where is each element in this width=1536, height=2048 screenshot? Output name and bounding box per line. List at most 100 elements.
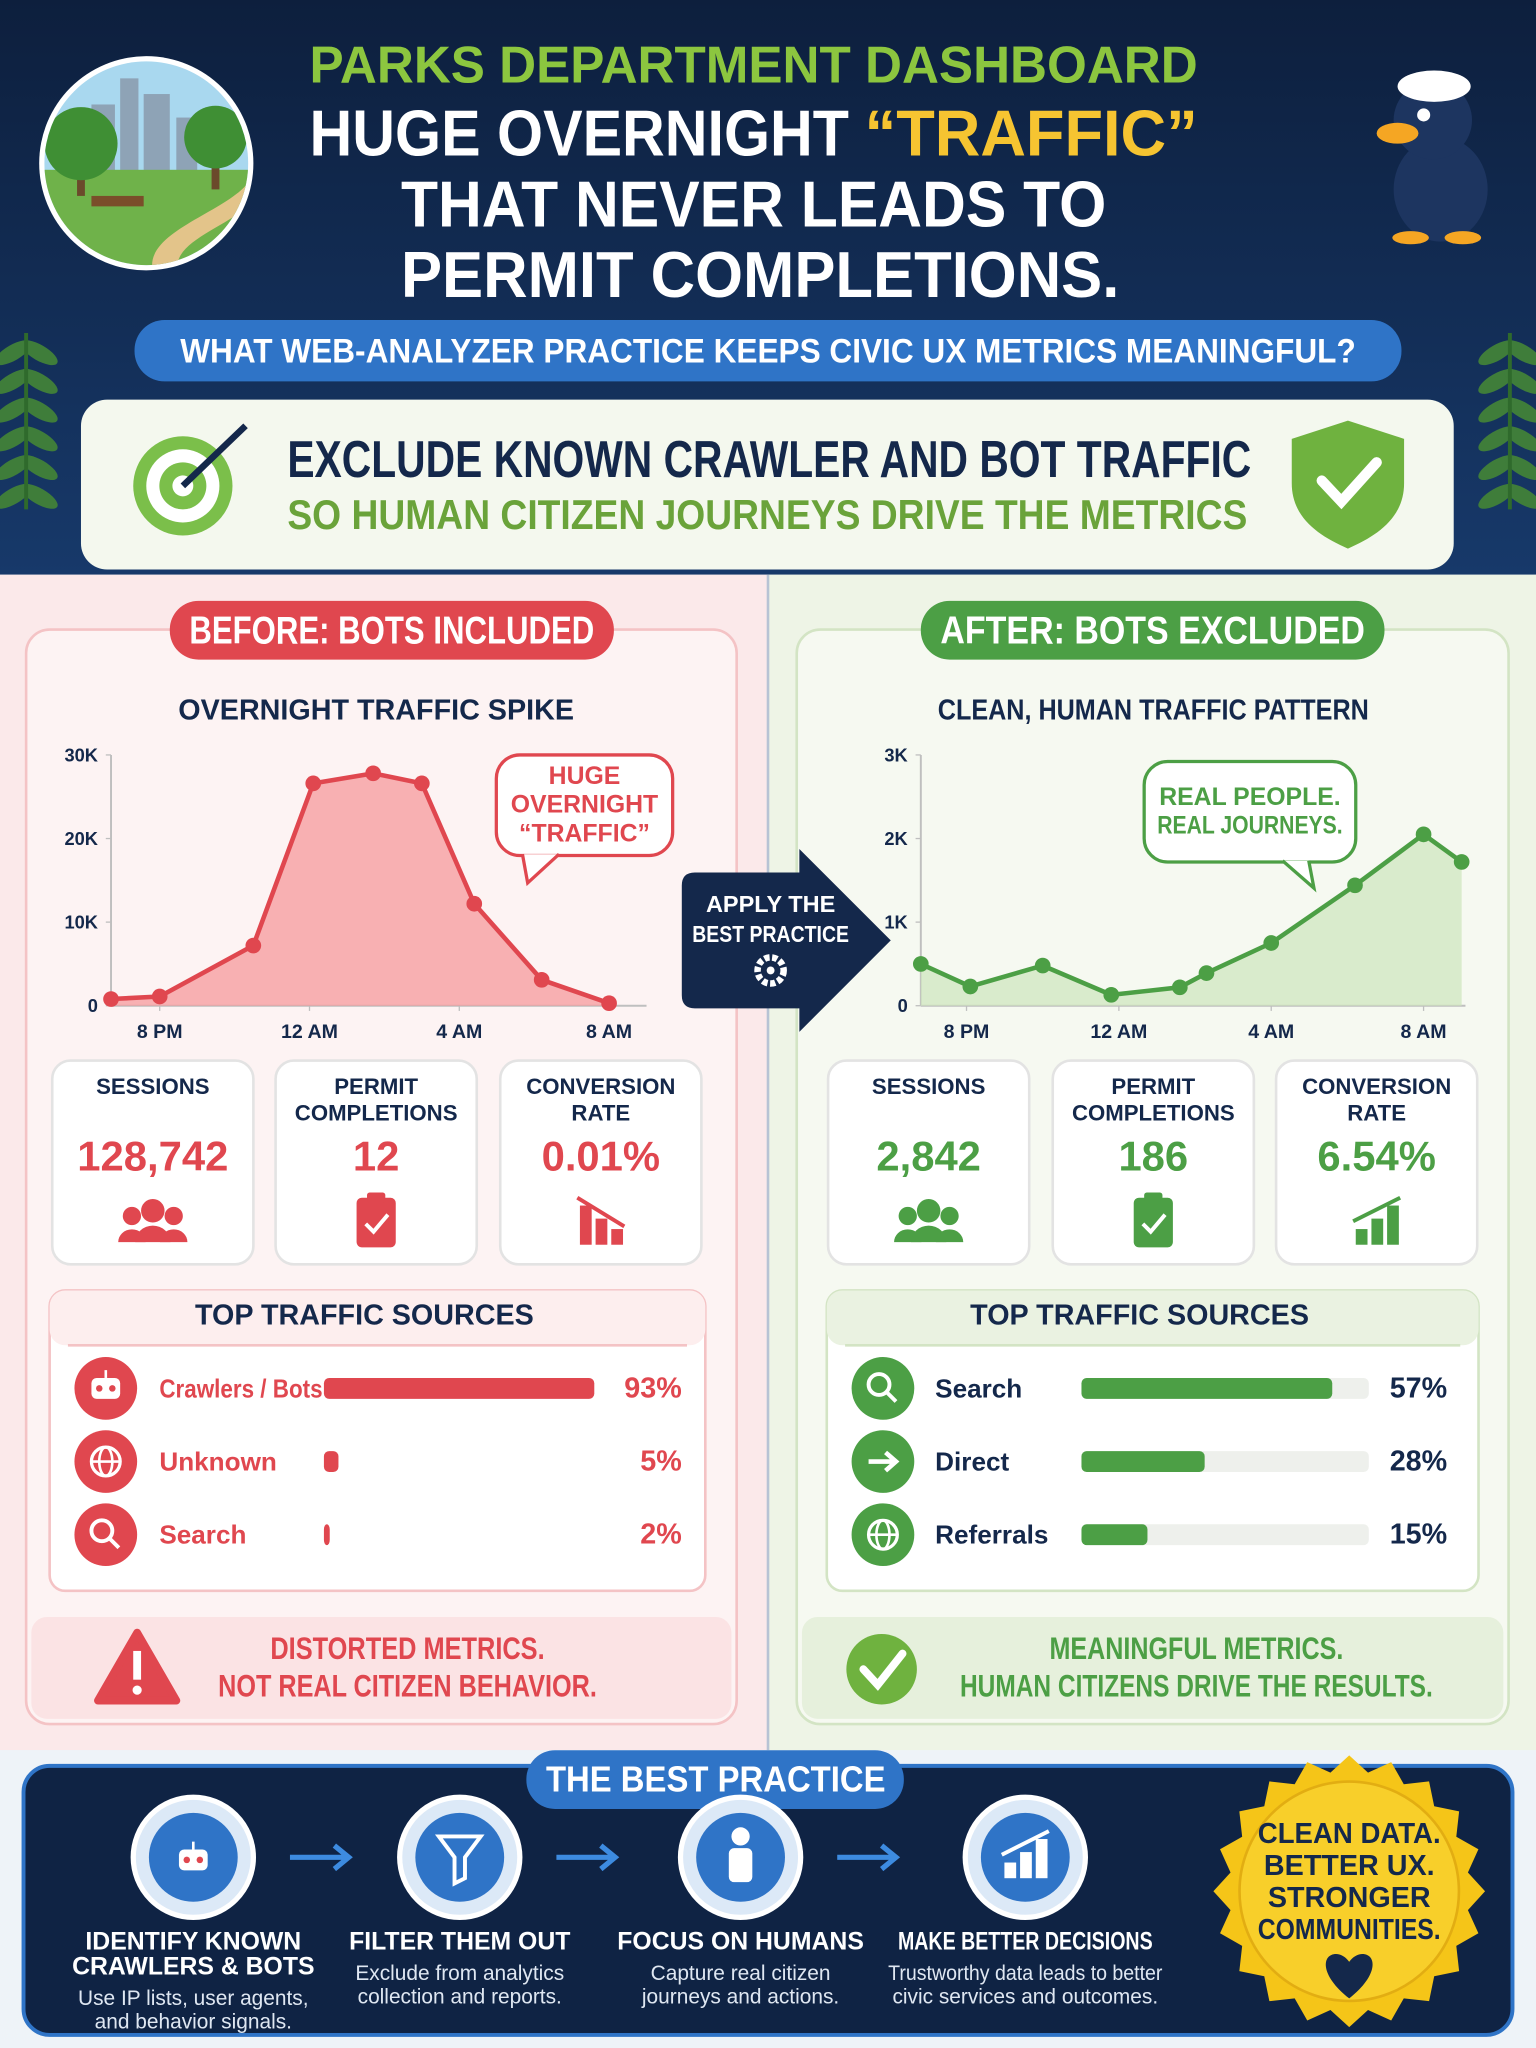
panel-badge-text: BEFORE: BOTS INCLUDED [189, 609, 594, 652]
glyph [178, 1849, 208, 1871]
duck-eye [1417, 108, 1431, 122]
kpi-label: PERMIT [334, 1074, 418, 1099]
fern-leaf [1504, 340, 1536, 366]
step-desc: civic services and outcomes. [892, 1986, 1158, 2009]
check-icon [846, 1633, 917, 1705]
step-title: FILTER THEM OUT [349, 1929, 570, 1956]
check-mark [859, 1649, 907, 1691]
y-tick-label: 2K [884, 828, 908, 849]
search-icon [89, 1518, 121, 1550]
source-bar [323, 1377, 595, 1399]
glyph [164, 1206, 183, 1226]
footer-text: NOT REAL CITIZEN BEHAVIOR. [218, 1669, 597, 1704]
callout [1142, 759, 1358, 864]
bars-up-icon [1352, 1195, 1402, 1245]
bench [91, 195, 144, 207]
source-value: 57% [1390, 1372, 1447, 1404]
point [1347, 877, 1363, 894]
header-title-highlight: “TRAFFIC” [865, 97, 1198, 170]
arrow-icon [868, 1450, 900, 1473]
glyph [898, 1206, 917, 1226]
source-value: 93% [624, 1372, 681, 1404]
glyph [1371, 1218, 1384, 1245]
y-tick-label: 10K [64, 912, 98, 933]
y-tick-label: 1K [884, 912, 908, 933]
seal-text: CLEAN DATA. [1258, 1818, 1441, 1850]
clipboard-icon [356, 1192, 396, 1248]
shield-check [1316, 457, 1382, 510]
callout-text: “TRAFFIC” [519, 820, 650, 847]
source-icon-bg [851, 1357, 915, 1420]
source-value: 15% [1390, 1519, 1447, 1551]
glyph [595, 1218, 608, 1245]
source-bar [1081, 1377, 1333, 1399]
area [111, 773, 610, 1006]
practice-title: THE BEST PRACTICE [546, 1758, 886, 1799]
header-title: THAT NEVER LEADS TO [401, 167, 1106, 240]
footer-text: DISTORTED METRICS. [270, 1631, 544, 1666]
source-value: 28% [1390, 1446, 1447, 1478]
point [151, 988, 168, 1005]
callout-tail [1281, 859, 1317, 893]
point [601, 995, 617, 1012]
glyph [364, 1213, 390, 1235]
source-icon-bg [74, 1503, 138, 1567]
point [1103, 987, 1120, 1003]
kpi-value: 2,842 [876, 1132, 981, 1179]
callout-text: HUGE [549, 763, 621, 790]
glyph [141, 1199, 165, 1223]
fern-leaf [20, 397, 58, 423]
step-desc: journeys and actions. [641, 1986, 839, 2009]
source-name: Referrals [935, 1520, 1048, 1550]
fern-leaf [1504, 397, 1536, 423]
glyph [868, 1450, 900, 1473]
answer-line: SO HUMAN CITIZEN JOURNEYS DRIVE THE METR… [287, 491, 1247, 538]
sources-title: TOP TRAFFIC SOURCES [970, 1299, 1309, 1331]
park-illustration [44, 61, 249, 266]
park-path [152, 182, 249, 266]
panel-badge [920, 600, 1385, 660]
seal-text: COMMUNITIES. [1258, 1914, 1441, 1946]
point [1198, 965, 1215, 981]
kpi-label: CONVERSION [526, 1074, 675, 1099]
y-tick-label: 20K [64, 828, 98, 849]
header-kicker: PARKS DEPARTMENT DASHBOARD [310, 36, 1198, 94]
apply-text: BEST PRACTICE [692, 921, 849, 947]
glyph [1133, 1197, 1173, 1248]
glyph [356, 1197, 396, 1248]
point [1171, 979, 1188, 996]
point [365, 765, 381, 782]
panel-badge [169, 600, 614, 660]
footer-text: MEANINGFUL METRICS. [1049, 1631, 1343, 1666]
kpi-value: 12 [353, 1132, 399, 1179]
step-title: MAKE BETTER DECISIONS [898, 1929, 1153, 1956]
point [1263, 935, 1280, 951]
glyph [1387, 1205, 1399, 1245]
glyph [579, 1205, 592, 1245]
target-arrow [180, 423, 248, 489]
glyph [1035, 1839, 1048, 1879]
question: WHAT WEB-ANALYZER PRACTICE KEEPS CIVIC U… [180, 332, 1356, 370]
skyline [120, 78, 139, 183]
globe-icon [89, 1445, 122, 1478]
warning-dot [132, 1685, 142, 1695]
source-bar [1081, 1524, 1148, 1546]
glyph [122, 1206, 142, 1226]
sources-header [826, 1290, 1479, 1346]
fern-leaf [1504, 426, 1536, 452]
seal-inner [1238, 1780, 1461, 2003]
glyph [1144, 1192, 1163, 1203]
step-arrow [556, 1843, 620, 1872]
duck-foot [1392, 231, 1429, 245]
glyph [1141, 1213, 1167, 1235]
apply-arrow [681, 848, 891, 1032]
fern-leaf [1504, 483, 1536, 509]
fern-leaf [20, 340, 58, 366]
glyph [1000, 1829, 1050, 1857]
x-tick-label: 8 PM [137, 1021, 183, 1043]
kpi-label: PERMIT [1111, 1074, 1195, 1099]
people-icon [894, 1199, 964, 1243]
kpi-card [1051, 1059, 1256, 1266]
callout-tail [520, 853, 561, 887]
